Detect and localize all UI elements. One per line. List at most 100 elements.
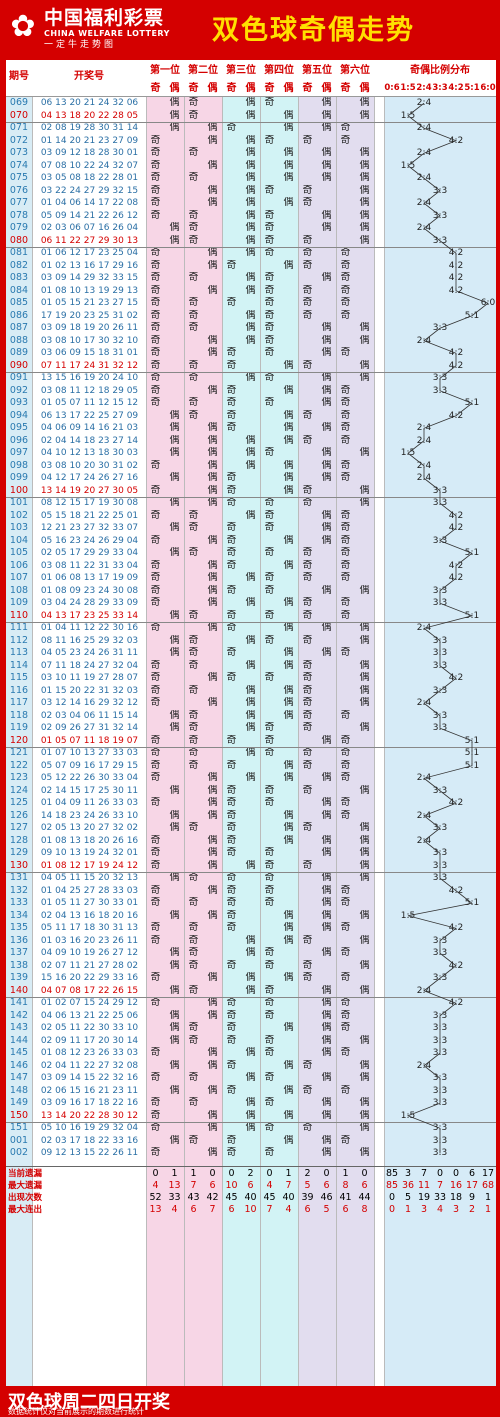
- parity-cell: 奇: [340, 559, 351, 571]
- parity-cell: 偶: [207, 1047, 218, 1058]
- parity-cell: 偶: [169, 984, 180, 996]
- stats-value: 85: [385, 1179, 399, 1191]
- parity-cell: 偶: [207, 772, 218, 783]
- draw-numbers: 04 06 13 21 22 25 06: [40, 1010, 139, 1021]
- grid-line: [336, 60, 337, 1386]
- parity-cell: 偶: [321, 459, 332, 471]
- parity-cell: 奇: [150, 759, 161, 771]
- parity-cell: 奇: [150, 322, 161, 333]
- group-divider: [6, 997, 496, 998]
- parity-cell: 偶: [169, 422, 180, 433]
- parity-cell: 奇: [150, 622, 161, 633]
- parity-cell: 奇: [264, 334, 275, 346]
- parity-cell: 偶: [207, 809, 218, 821]
- stats-value: 4: [285, 1203, 292, 1215]
- parity-cell: 奇: [150, 372, 161, 383]
- parity-cell: 奇: [188, 547, 199, 558]
- parity-cell: 奇: [264, 784, 275, 796]
- parity-cell: 偶: [245, 684, 256, 696]
- parity-cell: 偶: [245, 947, 256, 958]
- grid-line: [384, 60, 385, 1386]
- draw-numbers: 03 08 10 20 30 31 02: [40, 460, 139, 471]
- parity-cell: 奇: [150, 384, 161, 396]
- stats-value: 18: [449, 1191, 463, 1203]
- parity-cell: 奇: [340, 397, 351, 408]
- parity-cell: 奇: [226, 422, 237, 433]
- parity-cell: 奇: [150, 1122, 161, 1133]
- issue-number: 108: [9, 584, 29, 596]
- parity-cell: 偶: [359, 184, 370, 196]
- issue-number: 134: [9, 909, 29, 921]
- parity-cell: 偶: [169, 522, 180, 533]
- parity-cell: 奇: [188, 959, 199, 971]
- draw-numbers: 01 04 11 12 22 30 16: [40, 623, 139, 633]
- parity-cell: 奇: [264, 522, 275, 533]
- issue-number: 119: [9, 722, 29, 733]
- stats-value: 52: [149, 1191, 162, 1203]
- draw-numbers: 01 08 09 23 24 30 08: [40, 585, 139, 596]
- parity-cell: 偶: [359, 109, 370, 121]
- parity-cell: 奇: [188, 97, 199, 108]
- parity-cell: 偶: [207, 847, 218, 858]
- parity-cell: 奇: [264, 947, 275, 958]
- draw-numbers: 04 13 18 20 22 28 05: [40, 110, 139, 121]
- stats-value: 5: [404, 1191, 412, 1203]
- parity-cell: 奇: [188, 372, 199, 383]
- parity-cell: 奇: [226, 809, 237, 821]
- draw-numbers: 02 05 17 29 29 33 04: [40, 548, 139, 558]
- parity-cell: 偶: [245, 284, 256, 296]
- parity-cell: 奇: [302, 659, 313, 671]
- parity-cell: 偶: [321, 622, 332, 633]
- parity-cell: 奇: [264, 297, 275, 308]
- draw-numbers: 05 15 18 21 22 25 01: [40, 510, 139, 521]
- issue-number: 124: [9, 784, 29, 796]
- draw-numbers: 04 07 08 17 22 26 15: [40, 985, 139, 996]
- draw-numbers: 05 10 16 19 29 32 04: [40, 1123, 139, 1133]
- draw-numbers: 01 08 10 13 19 29 13: [40, 285, 139, 296]
- even-subheader: 偶: [355, 82, 374, 95]
- parity-cell: 偶: [169, 1009, 180, 1021]
- parity-cell: 奇: [302, 1084, 313, 1096]
- parity-cell: 偶: [359, 934, 370, 946]
- parity-cell: 偶: [283, 834, 294, 846]
- parity-cell: 偶: [283, 1022, 294, 1033]
- parity-cell: 偶: [321, 834, 332, 846]
- parity-cell: 偶: [207, 472, 218, 483]
- parity-cell: 奇: [340, 922, 351, 933]
- draw-numbers: 01 05 11 27 30 33 01: [40, 898, 139, 908]
- parity-cell: 偶: [207, 559, 218, 571]
- parity-cell: 偶: [169, 909, 180, 921]
- parity-cell: 奇: [226, 547, 237, 558]
- parity-cell: 偶: [207, 834, 218, 846]
- ratio-header: 奇偶比例分布: [384, 62, 496, 80]
- parity-cell: 奇: [302, 1059, 313, 1071]
- ratio-subheader: 0:6: [384, 82, 400, 95]
- grid-line: [146, 60, 147, 1386]
- parity-cell: 奇: [340, 747, 351, 758]
- parity-cell: 偶: [321, 509, 332, 521]
- stats-value: 5: [323, 1203, 330, 1215]
- parity-cell: 偶: [207, 447, 218, 458]
- parity-cell: 偶: [207, 597, 218, 608]
- parity-cell: 偶: [207, 572, 218, 583]
- parity-cell: 奇: [226, 609, 237, 621]
- issue-number: 113: [9, 647, 29, 658]
- issue-number: 088: [9, 334, 29, 346]
- parity-cell: 偶: [283, 934, 294, 946]
- issue-number: 106: [9, 559, 29, 571]
- stats-value: 7: [190, 1179, 197, 1191]
- group-divider: [6, 622, 496, 623]
- parity-cell: 奇: [188, 1097, 199, 1108]
- issue-number: 089: [9, 347, 29, 358]
- parity-cell: 偶: [245, 172, 256, 183]
- parity-cell: 奇: [150, 1047, 161, 1058]
- parity-cell: 奇: [340, 997, 351, 1008]
- stats-value: 0: [361, 1167, 368, 1179]
- parity-cell: 偶: [245, 234, 256, 246]
- issue-number: 128: [9, 834, 29, 846]
- draw-numbers: 17 19 20 23 25 31 02: [40, 310, 139, 321]
- parity-cell: 偶: [321, 384, 332, 396]
- parity-cell: 偶: [245, 1122, 256, 1133]
- issue-number: 123: [9, 772, 29, 783]
- parity-cell: 奇: [264, 572, 275, 583]
